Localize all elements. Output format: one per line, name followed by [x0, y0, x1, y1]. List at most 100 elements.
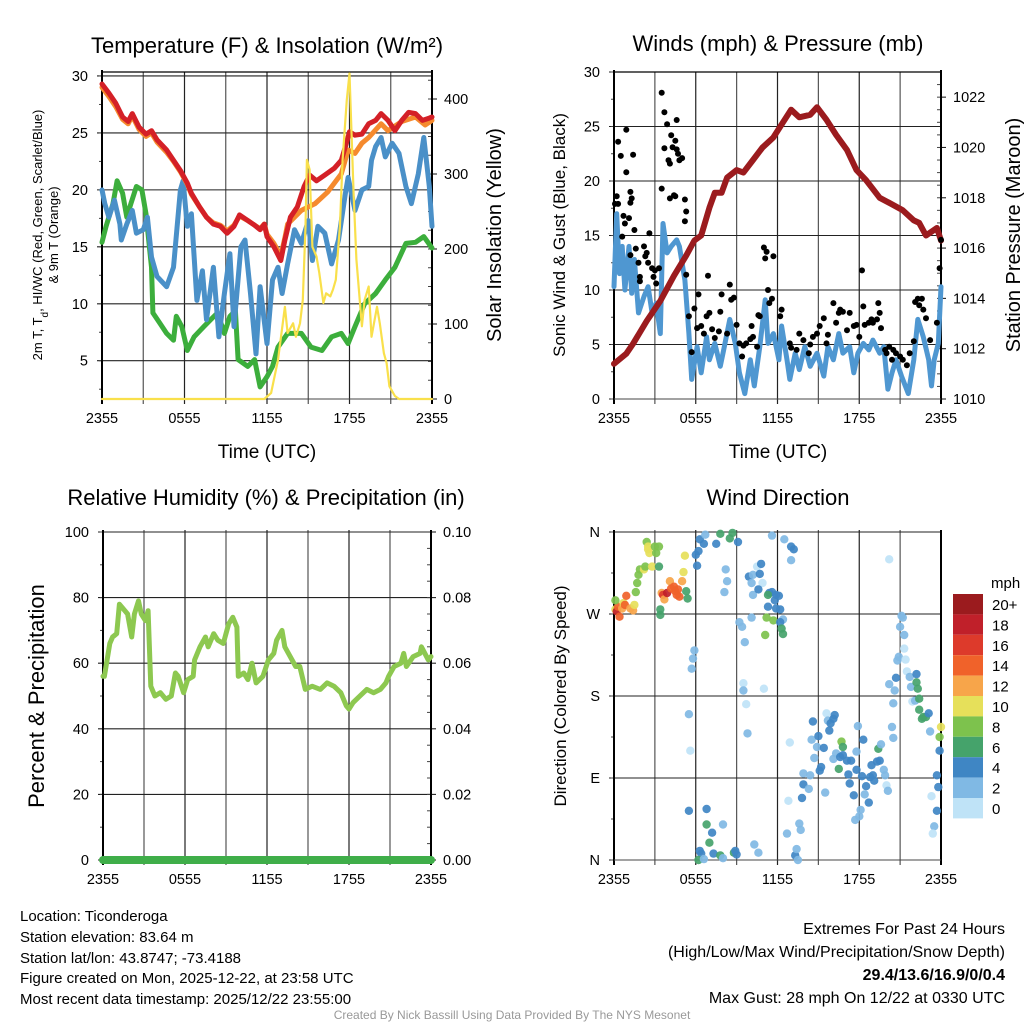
wind-direction-point	[905, 672, 914, 682]
wind-direction-point	[690, 646, 699, 655]
legend-swatch	[953, 675, 983, 696]
humidity-y2-tick-label: 0.08	[443, 591, 471, 607]
gust-point	[816, 323, 823, 329]
wind-direction-point	[895, 622, 905, 631]
wind-direction-point	[761, 630, 770, 640]
gust-point	[613, 193, 620, 200]
gust-point	[698, 323, 705, 329]
humidity-x-tick-label: 2355	[415, 872, 447, 888]
wind-direction-point	[683, 594, 692, 603]
temperature-x-tick-label: 1155	[251, 411, 282, 427]
wind-direction-point	[807, 735, 816, 744]
wind-direction-point	[889, 733, 898, 743]
gust-point	[715, 328, 722, 335]
wind-direction-point	[747, 613, 756, 622]
gust-point	[691, 305, 698, 312]
legend-label: 4	[992, 760, 1000, 777]
wind-direction-point	[756, 559, 766, 569]
wind-direction-point	[857, 772, 867, 781]
wind-direction-point	[755, 569, 764, 579]
gust-point	[754, 343, 761, 350]
gust-point	[796, 330, 803, 337]
wind-direction-point	[767, 531, 777, 540]
gust-point	[814, 330, 820, 337]
winds-y-tick-label: 10	[584, 283, 600, 299]
legend-swatch	[953, 798, 983, 819]
direction-x-tick-label: 2355	[598, 872, 630, 888]
gust-point	[679, 155, 686, 162]
wind-direction-point	[780, 535, 789, 544]
wind-direction-point	[814, 731, 823, 741]
wind-direction-point	[885, 680, 894, 689]
gust-point	[889, 356, 895, 363]
gust-point	[920, 306, 927, 313]
gust-point	[681, 196, 688, 203]
gust-point	[664, 121, 671, 128]
gust-point	[906, 350, 913, 357]
gust-point	[666, 195, 673, 202]
wind-direction-point	[716, 529, 725, 538]
winds-x-tick-label: 1155	[762, 411, 793, 427]
wind-direction-point	[754, 585, 763, 594]
winds-x-tick-label: 0555	[680, 411, 712, 427]
gust-point	[916, 302, 923, 309]
gust-point	[859, 267, 865, 274]
humidity-y2-tick-label: 0.04	[443, 722, 471, 738]
humidity-plot: 0 20 40 60 80 100 0.00 0.02 0.04 0.06 0.08 0.10 2355…	[65, 525, 471, 888]
wind-direction-point	[889, 699, 898, 708]
wind-direction-point	[934, 782, 943, 792]
wind-direction-point	[830, 710, 839, 720]
wind-direction-point	[861, 782, 871, 791]
wind-direction-point	[855, 812, 864, 821]
wind-direction-point	[660, 595, 669, 604]
humidity-y-tick-label: 80	[73, 591, 89, 607]
figure-created: Figure created on Mon, 2025-12-22, at 23…	[20, 970, 354, 987]
gust-point	[883, 350, 890, 357]
wind-direction-point	[737, 622, 747, 631]
wind-direction-point	[732, 850, 741, 859]
gust-point	[860, 303, 867, 310]
wind-direction-point	[739, 679, 748, 688]
wind-direction-point	[701, 530, 710, 539]
wind-direction-point	[804, 784, 813, 794]
winds-x-tick-label: 1755	[843, 411, 875, 427]
wind-direction-point	[782, 829, 792, 838]
wind-direction-point	[758, 578, 767, 588]
gust-point	[620, 212, 627, 219]
wind-direction-point	[900, 644, 909, 653]
wind-direction-point	[887, 722, 897, 732]
wind-direction-point	[718, 854, 728, 863]
wind-direction-point	[864, 798, 873, 807]
gust-point	[661, 145, 668, 152]
temperature-y-tick-label: 15	[72, 240, 88, 256]
gust-point	[748, 323, 755, 329]
temperature-y-tick-label: 10	[72, 297, 88, 313]
wind-direction-point	[705, 838, 714, 847]
gust-point	[766, 300, 773, 307]
gust-point	[807, 341, 814, 348]
winds-y2-tick-label: 1020	[953, 140, 985, 156]
humidity-x-tick-label: 1755	[333, 872, 365, 888]
winds-plot: 0 5 10 15 20 25 30 1010 1012 1014 1016 1018 1020 1022…	[584, 65, 985, 427]
gust-point	[938, 236, 944, 243]
gust-point	[777, 313, 784, 320]
gust-point	[820, 315, 827, 322]
wind-direction-point	[812, 742, 822, 752]
gust-point	[875, 300, 882, 307]
humidity-y2-tick-label: 0.10	[443, 525, 471, 541]
wind-direction-point	[885, 555, 894, 564]
wind-direction-point	[870, 776, 879, 785]
gust-point	[709, 326, 716, 333]
temperature-y-label-part1: 2m T, T	[30, 317, 45, 360]
wind-direction-point	[675, 592, 684, 601]
legend-label: 18	[992, 617, 1009, 634]
temperature-y-axis-label: 2m T, Td, HI/WC (Red, Green, Scarlet/Blu…	[30, 110, 51, 361]
humidity-y-tick-label: 100	[65, 525, 89, 541]
gust-point	[778, 306, 785, 313]
wind-direction-point	[822, 709, 831, 718]
wind-direction-point	[935, 732, 944, 742]
wind-direction-point	[769, 616, 778, 625]
wind-direction-point	[935, 746, 944, 755]
gust-point	[650, 273, 657, 280]
